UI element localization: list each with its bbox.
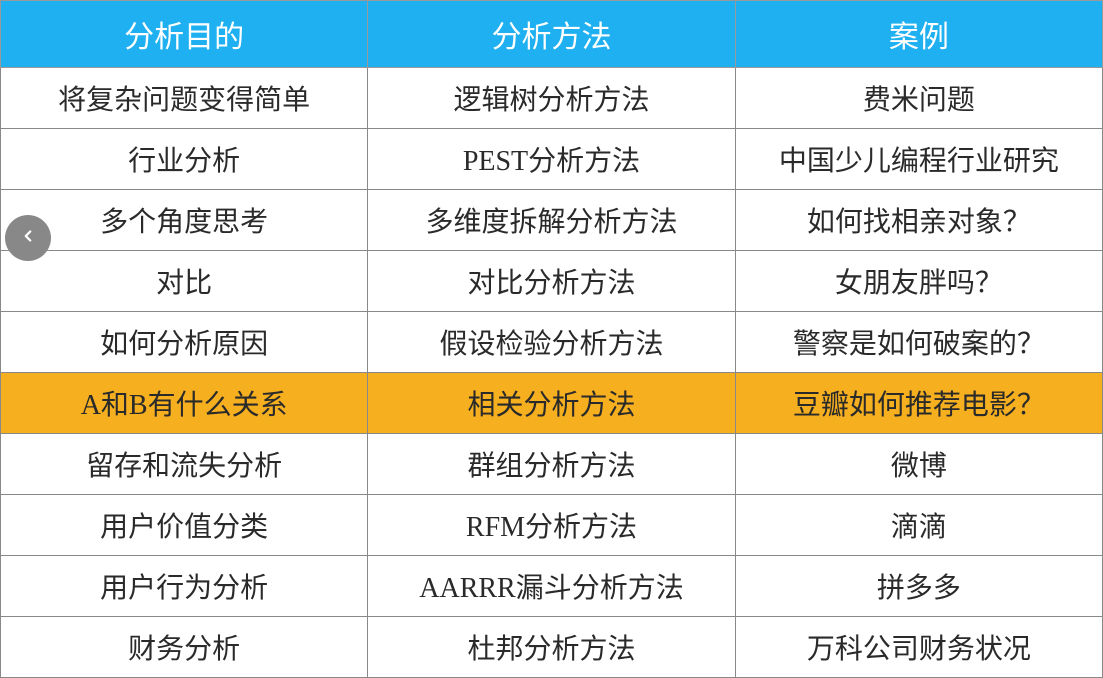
cell-purpose: 行业分析 [1,129,368,190]
cell-purpose: 财务分析 [1,617,368,678]
table-row: 用户价值分类 RFM分析方法 滴滴 [1,495,1103,556]
table-row: 用户行为分析 AARRR漏斗分析方法 拼多多 [1,556,1103,617]
cell-purpose: 留存和流失分析 [1,434,368,495]
cell-method: 对比分析方法 [368,251,735,312]
cell-method: 逻辑树分析方法 [368,68,735,129]
analysis-table: 分析目的 分析方法 案例 将复杂问题变得简单 逻辑树分析方法 费米问题 行业分析… [0,0,1103,678]
cell-case: 万科公司财务状况 [735,617,1102,678]
table-row: 行业分析 PEST分析方法 中国少儿编程行业研究 [1,129,1103,190]
cell-purpose: 多个角度思考 [1,190,368,251]
cell-case: 豆瓣如何推荐电影？ [735,373,1102,434]
cell-case: 费米问题 [735,68,1102,129]
cell-method: RFM分析方法 [368,495,735,556]
table-row: 如何分析原因 假设检验分析方法 警察是如何破案的？ [1,312,1103,373]
cell-case: 女朋友胖吗？ [735,251,1102,312]
table-header-row: 分析目的 分析方法 案例 [1,1,1103,68]
cell-purpose: 用户价值分类 [1,495,368,556]
cell-case: 微博 [735,434,1102,495]
cell-purpose: 用户行为分析 [1,556,368,617]
cell-method: 杜邦分析方法 [368,617,735,678]
table-row: 对比 对比分析方法 女朋友胖吗？ [1,251,1103,312]
table-row: 将复杂问题变得简单 逻辑树分析方法 费米问题 [1,68,1103,129]
table-body: 将复杂问题变得简单 逻辑树分析方法 费米问题 行业分析 PEST分析方法 中国少… [1,68,1103,678]
header-case: 案例 [735,1,1102,68]
table-row: 留存和流失分析 群组分析方法 微博 [1,434,1103,495]
cell-method: PEST分析方法 [368,129,735,190]
header-purpose: 分析目的 [1,1,368,68]
cell-method: AARRR漏斗分析方法 [368,556,735,617]
cell-case: 中国少儿编程行业研究 [735,129,1102,190]
nav-back-button[interactable] [5,215,51,261]
header-method: 分析方法 [368,1,735,68]
cell-case: 警察是如何破案的？ [735,312,1102,373]
cell-method: 多维度拆解分析方法 [368,190,735,251]
table-row: 财务分析 杜邦分析方法 万科公司财务状况 [1,617,1103,678]
cell-case: 拼多多 [735,556,1102,617]
table-row: 多个角度思考 多维度拆解分析方法 如何找相亲对象？ [1,190,1103,251]
cell-purpose: 如何分析原因 [1,312,368,373]
cell-purpose: 将复杂问题变得简单 [1,68,368,129]
cell-method: 相关分析方法 [368,373,735,434]
cell-purpose: A和B有什么关系 [1,373,368,434]
chevron-left-icon [19,227,37,250]
cell-case: 滴滴 [735,495,1102,556]
table-row-highlighted: A和B有什么关系 相关分析方法 豆瓣如何推荐电影？ [1,373,1103,434]
cell-method: 群组分析方法 [368,434,735,495]
cell-method: 假设检验分析方法 [368,312,735,373]
cell-purpose: 对比 [1,251,368,312]
table-container: 分析目的 分析方法 案例 将复杂问题变得简单 逻辑树分析方法 费米问题 行业分析… [0,0,1103,678]
cell-case: 如何找相亲对象？ [735,190,1102,251]
